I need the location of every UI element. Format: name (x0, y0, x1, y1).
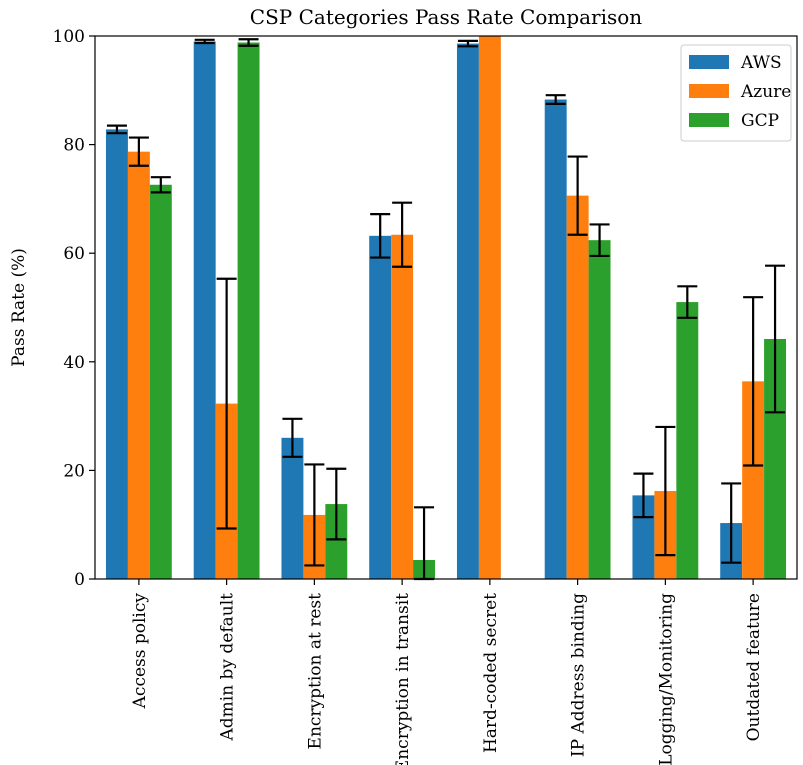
bar-aws (281, 437, 304, 579)
chart-title: CSP Categories Pass Rate Comparison (250, 5, 643, 29)
error-bar-aws (194, 38, 215, 45)
error-bar-gcp (326, 467, 347, 541)
bar-aws (369, 235, 392, 579)
bar-azure (478, 36, 501, 579)
error-bar-azure (392, 201, 413, 268)
x-tick-label: Hard-coded secret (481, 593, 501, 753)
error-bar-gcp (238, 38, 259, 47)
y-tick-label: 80 (63, 136, 85, 156)
x-tick-label: Access policy (130, 593, 150, 710)
bar-gcp (764, 338, 787, 579)
error-bar-aws (633, 472, 654, 519)
plot-area: 0 20 40 60 80 100 Access policy Admin by defaul… (53, 27, 798, 765)
y-tick-label: 0 (74, 570, 85, 590)
x-tick-label: Admin by default (218, 593, 238, 742)
legend-label-gcp: GCP (741, 111, 779, 131)
y-tick-label: 60 (63, 244, 85, 264)
y-tick-label: 20 (63, 461, 85, 481)
legend-swatch-gcp (689, 113, 729, 127)
bar-aws (456, 43, 479, 580)
error-bar-aws (106, 124, 127, 135)
bar-gcp (149, 184, 172, 579)
axes-frame (94, 35, 798, 580)
error-bar-azure (128, 136, 149, 167)
error-bar-aws (370, 213, 391, 259)
error-bar-gcp (150, 176, 171, 194)
bar-gcp (676, 302, 699, 579)
bar-aws (544, 99, 567, 579)
bar-azure (566, 195, 589, 579)
y-tick-label: 100 (53, 27, 85, 47)
error-bar-azure (567, 155, 588, 236)
x-tick-label: Outdated feature (744, 593, 764, 741)
error-bar-azure (655, 425, 676, 557)
x-tick-label: Encryption in transit (393, 593, 413, 765)
legend-swatch-azure (689, 84, 729, 98)
y-tick-label: 40 (63, 353, 85, 373)
legend-label-azure: Azure (740, 82, 791, 102)
x-tick-label: Logging/Monitoring (656, 593, 676, 765)
bar-azure (391, 234, 414, 580)
bar-aws (105, 129, 128, 579)
error-bar-azure (216, 277, 237, 530)
error-bar-aws (721, 482, 742, 564)
error-bar-aws (282, 417, 303, 458)
error-bar-aws (545, 94, 566, 105)
legend-swatch-aws (689, 55, 729, 69)
y-axis-label: Pass Rate (%) (9, 248, 29, 367)
bar-gcp (588, 240, 611, 580)
bar-gcp (325, 504, 348, 579)
x-tick-label: Encryption at rest (305, 593, 325, 750)
bar-aws (193, 41, 216, 580)
error-bar-gcp (677, 285, 698, 319)
bar-gcp (237, 42, 260, 579)
legend: AWS Azure GCP (680, 44, 792, 142)
legend-label-aws: AWS (740, 53, 782, 73)
error-bar-gcp (765, 264, 786, 414)
x-tick-label: IP Address binding (569, 593, 589, 757)
error-bar-azure (743, 296, 764, 467)
error-bar-aws (457, 39, 478, 48)
error-bar-azure (304, 463, 325, 567)
error-bar-gcp (589, 223, 610, 258)
bar-azure (127, 151, 150, 579)
bar-azure (742, 381, 765, 579)
